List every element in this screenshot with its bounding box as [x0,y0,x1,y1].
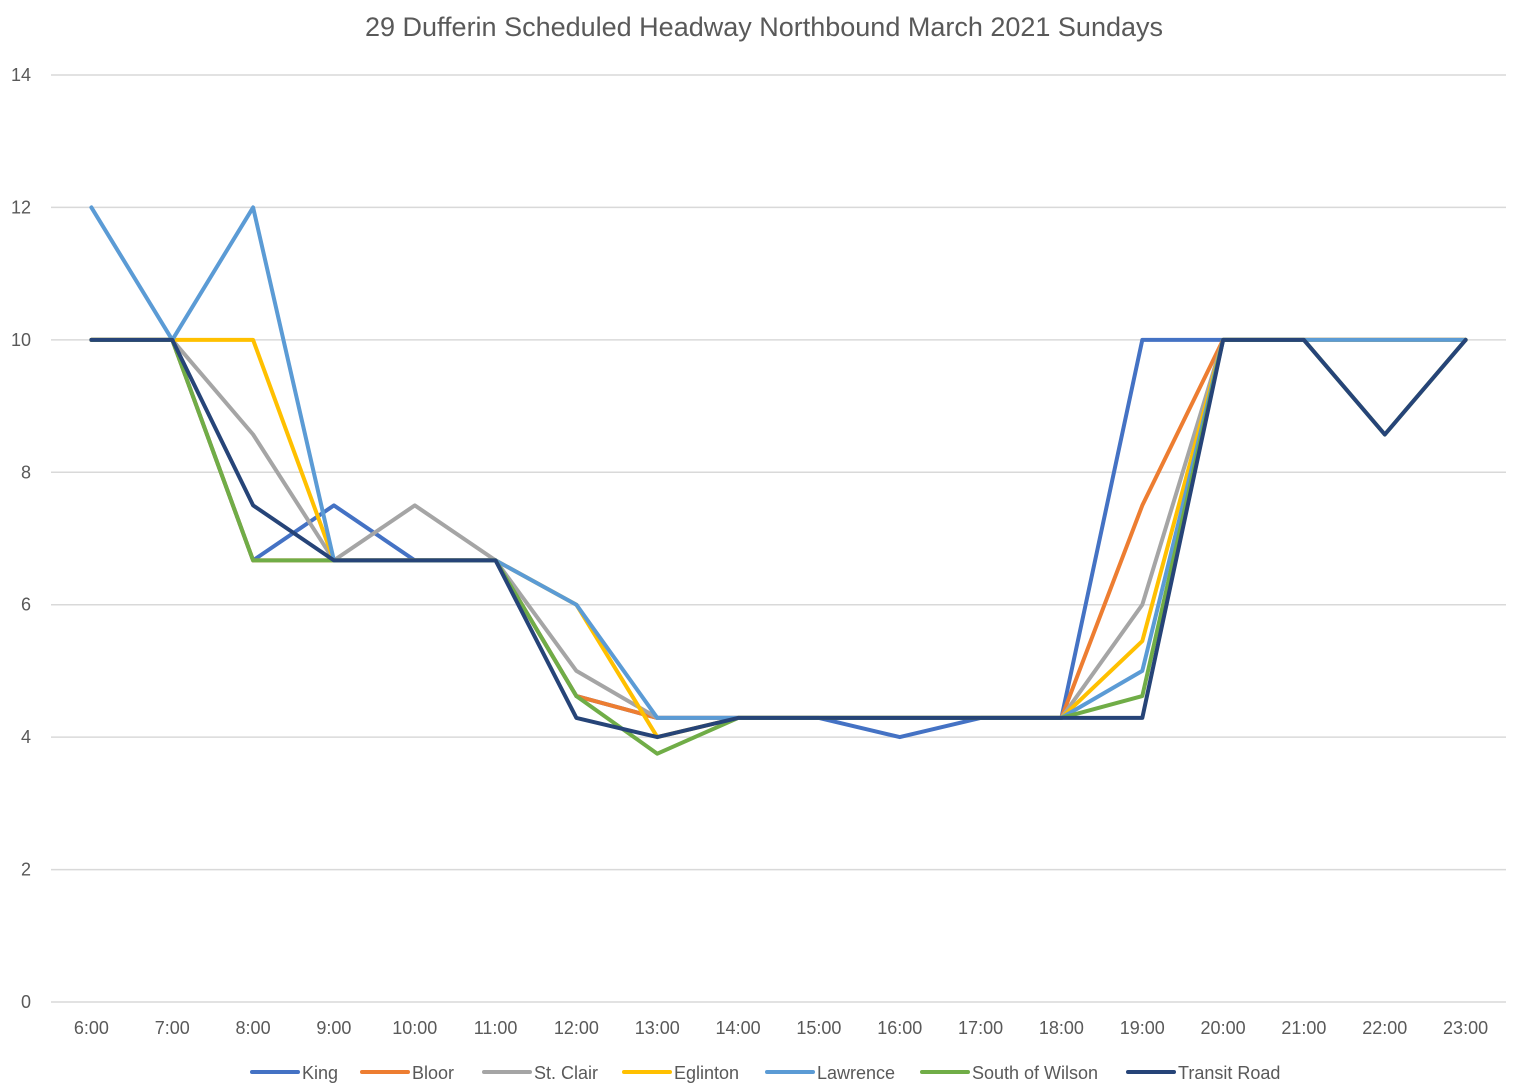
y-tick-label: 10 [11,330,31,350]
x-tick-label: 6:00 [74,1018,109,1038]
x-tick-label: 22:00 [1362,1018,1407,1038]
x-tick-label: 9:00 [316,1018,351,1038]
gridlines [51,74,1506,1003]
x-tick-label: 21:00 [1281,1018,1326,1038]
x-tick-label: 13:00 [635,1018,680,1038]
y-tick-label: 14 [11,65,31,85]
y-tick-label: 6 [21,595,31,615]
x-tick-label: 14:00 [716,1018,761,1038]
y-tick-label: 12 [11,197,31,217]
x-tick-label: 18:00 [1039,1018,1084,1038]
y-tick-label: 0 [21,992,31,1012]
x-tick-label: 10:00 [392,1018,437,1038]
y-tick-label: 4 [21,727,31,747]
x-tick-label: 20:00 [1201,1018,1246,1038]
y-axis-tick-labels: 0 2 4 6 8 10 12 14 [11,65,31,1012]
x-tick-label: 7:00 [155,1018,190,1038]
x-tick-label: 12:00 [554,1018,599,1038]
legend-label-st-clair: St. Clair [534,1063,598,1083]
legend-label-eglinton: Eglinton [674,1063,739,1083]
legend-label-bloor: Bloor [412,1063,454,1083]
x-tick-label: 23:00 [1443,1018,1488,1038]
x-tick-label: 16:00 [877,1018,922,1038]
legend-label-king: King [302,1063,338,1083]
y-tick-label: 8 [21,462,31,482]
x-tick-label: 15:00 [796,1018,841,1038]
legend-label-transit-road: Transit Road [1178,1063,1280,1083]
series-lines [89,205,1468,756]
legend-label-lawrence: Lawrence [817,1063,895,1083]
legend: King Bloor St. Clair Eglinton Lawrence South … [250,1063,1280,1083]
x-tick-label: 19:00 [1120,1018,1165,1038]
x-tick-label: 17:00 [958,1018,1003,1038]
x-tick-label: 8:00 [236,1018,271,1038]
x-axis-tick-labels: 6:00 7:00 8:00 9:00 10:00 11:00 12:00 13:00 14:0… [74,1018,1488,1038]
legend-label-south-of-wilson: South of Wilson [972,1063,1098,1083]
y-tick-label: 2 [21,860,31,880]
x-tick-label: 11:00 [474,1018,518,1038]
series-line-transit-road [89,337,1468,740]
chart-title: 29 Dufferin Scheduled Headway Northbound… [364,12,1164,42]
